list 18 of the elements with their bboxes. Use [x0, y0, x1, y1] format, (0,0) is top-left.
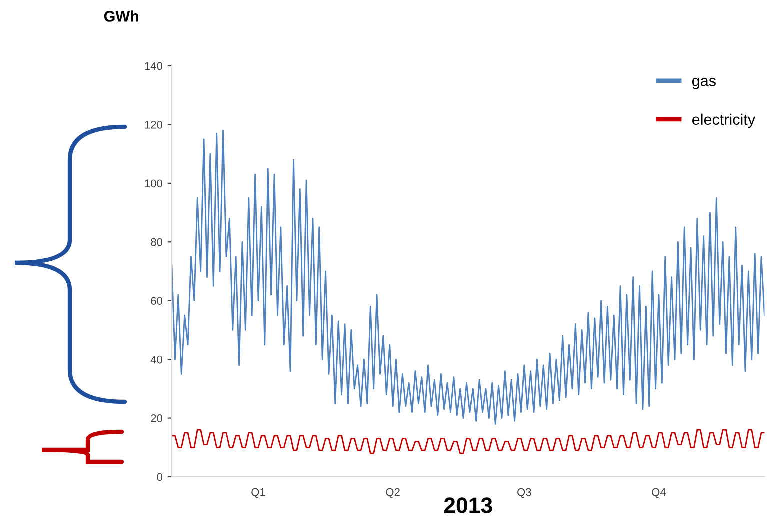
line-series	[172, 429, 765, 454]
y-tick-label: 0	[157, 473, 163, 482]
y-tick-label: 80	[151, 238, 163, 246]
x-axis-title: 2013	[444, 498, 492, 514]
y-tick-label: 40	[150, 356, 163, 364]
y-tick-label: 120	[145, 120, 163, 129]
x-tick-label: Q2	[386, 488, 400, 498]
x-tick-label: Q4	[652, 488, 666, 498]
y-tick-label: 60	[151, 297, 163, 305]
line-series	[172, 130, 765, 425]
x-tick-label: Q1	[252, 488, 266, 498]
y-tick-label: 20	[151, 414, 163, 422]
x-tick-label: Q3	[518, 488, 532, 498]
y-axis-title: GWh	[104, 10, 138, 22]
y-tick-label: 140	[145, 62, 163, 70]
legend-label: electricity	[692, 114, 756, 128]
y-tick-label: 100	[145, 180, 163, 188]
legend-label: gas	[692, 78, 716, 90]
